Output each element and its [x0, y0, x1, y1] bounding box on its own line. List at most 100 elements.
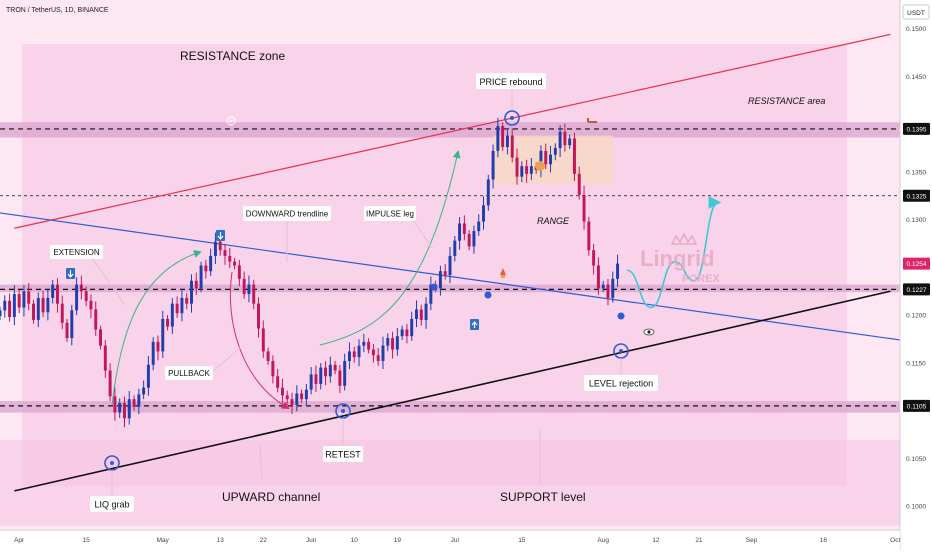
candle: [151, 337, 155, 371]
candle: [381, 336, 385, 370]
candle: [127, 391, 131, 425]
candle: [94, 301, 98, 336]
candle-body: [438, 271, 442, 289]
candle: [616, 254, 620, 287]
candle-body: [419, 309, 423, 320]
callout-connectors: [91, 88, 622, 496]
candle-body: [362, 341, 366, 346]
liq-grab-dot: [110, 461, 114, 465]
candle: [252, 279, 256, 310]
candle: [190, 274, 193, 313]
candle-body: [453, 240, 457, 256]
candle-body: [429, 284, 433, 304]
candle: [443, 263, 447, 280]
plus-icon: [226, 116, 236, 126]
candle-body: [319, 367, 323, 384]
pullback-callout: PULLBACK: [165, 366, 213, 380]
annotation-labels: RESISTANCE zone RESISTANCE area RANGE UP…: [180, 49, 825, 504]
candle: [118, 398, 122, 419]
candle: [233, 257, 237, 270]
signal-icons: [66, 116, 655, 336]
candle: [75, 277, 79, 316]
candle-body: [223, 250, 227, 256]
candle: [113, 387, 117, 421]
candle: [505, 130, 509, 155]
candle: [601, 280, 605, 293]
candle: [237, 259, 241, 287]
candle-body: [529, 166, 533, 174]
candle: [185, 293, 189, 310]
candle-body: [247, 284, 251, 295]
candle-body: [496, 126, 500, 151]
candle: [209, 248, 213, 276]
candle: [194, 272, 198, 295]
symbol-title: TRON / TetherUS, 1D, BINANCE: [6, 7, 109, 14]
candle-body: [304, 389, 308, 400]
candle: [352, 346, 356, 363]
candle-body: [611, 278, 615, 298]
candle-body: [233, 261, 237, 266]
candle: [458, 217, 462, 250]
candle-body: [309, 374, 313, 390]
extension-label: EXTENSION: [53, 248, 99, 257]
currency-button[interactable]: USDT: [902, 4, 930, 20]
candle: [338, 364, 342, 394]
retest-dot: [341, 409, 345, 413]
candle-body: [271, 360, 275, 377]
candle: [213, 232, 217, 265]
candle-body: [553, 148, 557, 155]
candle-body: [0, 310, 2, 317]
candle: [300, 389, 304, 403]
candle-body: [127, 399, 131, 419]
candle: [496, 117, 500, 158]
candle-body: [89, 300, 93, 310]
candle-body: [22, 291, 26, 308]
resistance-area-label: RESISTANCE area: [748, 96, 825, 106]
price-label-text: 0.1105: [907, 403, 927, 410]
candle: [65, 318, 69, 342]
candle: [79, 275, 83, 300]
candle-body: [328, 364, 332, 377]
candle: [376, 347, 380, 366]
downward-trendline-label: DOWNWARD trendline: [246, 210, 329, 219]
candle-body: [41, 297, 45, 313]
candle: [482, 196, 485, 230]
candle-body: [142, 387, 146, 395]
trendline-touch-dot-3: [617, 312, 625, 320]
pullback-down-arrow: [229, 271, 290, 410]
time-tick-label: 19: [394, 537, 402, 544]
time-tick-label: 16: [820, 537, 828, 544]
candle: [410, 311, 414, 341]
candle: [228, 247, 232, 269]
candle: [525, 159, 529, 183]
candle-body: [424, 303, 428, 320]
candle-body: [577, 173, 581, 195]
candle: [137, 388, 141, 415]
candle-body: [324, 367, 328, 377]
candle: [582, 185, 586, 230]
rocket-icon: [500, 268, 506, 275]
candle-body: [314, 374, 318, 384]
candle: [204, 259, 208, 279]
candle: [175, 296, 179, 318]
candle: [544, 143, 548, 169]
candle-body: [549, 154, 553, 165]
candle-body: [79, 284, 83, 292]
price-tick-label: 0.1000: [906, 504, 926, 511]
candle-body: [280, 387, 284, 396]
candle-body: [151, 341, 155, 365]
candle-body: [84, 291, 88, 301]
candle: [467, 230, 471, 251]
candle-body: [592, 250, 596, 266]
candle-body: [415, 309, 418, 319]
candle: [596, 257, 600, 295]
candle: [295, 385, 299, 412]
candle-body: [347, 351, 351, 361]
time-axis-ticks: Apr 15 May 13 22 Jun 10 19 Jul 15 Aug 12 21 Sep 16 Oct: [14, 537, 900, 544]
price-label-bg: [903, 189, 930, 202]
candle: [577, 166, 581, 200]
candle-body: [3, 300, 7, 311]
candle: [108, 363, 112, 401]
